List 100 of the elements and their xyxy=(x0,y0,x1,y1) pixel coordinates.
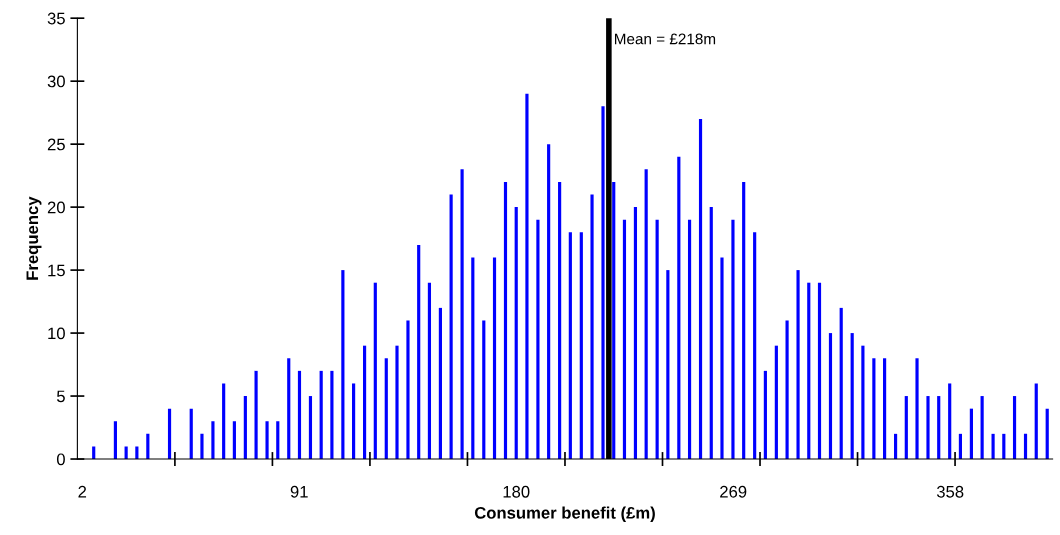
bar xyxy=(330,370,334,460)
bar xyxy=(1045,408,1049,460)
bar xyxy=(460,169,464,460)
ref-line-label: Mean = £218m xyxy=(614,33,716,45)
bar xyxy=(893,433,898,460)
bar xyxy=(492,257,497,460)
y-axis-title: Frequency xyxy=(26,196,42,280)
bar xyxy=(254,370,258,460)
bar xyxy=(113,421,117,460)
bar xyxy=(427,282,432,460)
bar xyxy=(622,219,627,460)
bar xyxy=(449,194,453,460)
bar xyxy=(297,370,302,460)
bar xyxy=(265,421,269,460)
bar xyxy=(1023,433,1028,460)
bar xyxy=(590,194,594,460)
bar xyxy=(644,169,648,460)
bar xyxy=(601,106,605,460)
bar xyxy=(243,396,247,460)
bar xyxy=(991,433,995,460)
bar xyxy=(287,358,291,460)
bar xyxy=(503,181,508,460)
bar xyxy=(969,408,973,460)
bar xyxy=(319,370,323,460)
y-tick-label: 35 xyxy=(47,12,65,25)
x-tick-label: 269 xyxy=(720,485,747,498)
bar xyxy=(1002,433,1006,460)
bar xyxy=(948,383,952,460)
bar xyxy=(872,358,876,460)
y-tick-label: 5 xyxy=(56,390,65,403)
y-tick-label: 10 xyxy=(48,327,65,340)
bar xyxy=(958,433,963,460)
y-tick-label: 20 xyxy=(47,201,65,214)
y-tick-label: 30 xyxy=(47,75,65,88)
bar xyxy=(146,433,150,460)
bar xyxy=(785,320,789,460)
bar xyxy=(731,219,735,460)
bar xyxy=(861,345,865,460)
bar xyxy=(406,320,410,460)
bar xyxy=(352,383,356,460)
bar xyxy=(666,270,670,460)
bar xyxy=(373,282,377,460)
bar xyxy=(384,358,388,460)
bar xyxy=(937,396,941,460)
bar xyxy=(92,446,96,460)
x-axis-title: Consumer benefit (£m) xyxy=(474,506,655,523)
bar xyxy=(579,232,583,460)
bar xyxy=(720,257,724,460)
bar xyxy=(796,270,800,460)
bar xyxy=(1034,383,1038,460)
y-tick-label: 0 xyxy=(56,453,65,466)
bar xyxy=(915,358,919,460)
bar xyxy=(482,320,486,460)
bar xyxy=(568,232,572,460)
bar xyxy=(514,207,518,460)
bar xyxy=(395,345,399,460)
bar xyxy=(742,181,746,460)
bar xyxy=(774,345,778,460)
bar xyxy=(308,396,313,460)
bar xyxy=(839,307,843,460)
bar xyxy=(612,181,616,460)
x-tick-label: 358 xyxy=(936,485,964,498)
bar xyxy=(200,433,204,460)
y-tick-label: 25 xyxy=(47,138,65,151)
bar xyxy=(980,396,984,460)
bar xyxy=(417,244,421,460)
bar xyxy=(687,219,692,460)
bar xyxy=(807,282,811,460)
x-tick-label: 91 xyxy=(290,485,308,498)
bar xyxy=(850,333,854,460)
bar xyxy=(536,219,540,460)
bar xyxy=(926,396,930,460)
bar xyxy=(547,144,551,460)
bar xyxy=(222,383,226,460)
bar xyxy=(189,408,193,460)
bar xyxy=(1012,396,1017,460)
bar xyxy=(698,118,703,460)
bar xyxy=(883,358,887,460)
bar xyxy=(362,345,367,460)
bar xyxy=(438,307,442,460)
bar xyxy=(232,421,236,460)
bar xyxy=(904,396,908,460)
bar xyxy=(753,232,757,460)
x-tick-label: 180 xyxy=(503,485,530,498)
bar xyxy=(655,219,659,460)
bar xyxy=(124,446,128,460)
bar xyxy=(828,333,833,460)
bar xyxy=(817,282,822,460)
bar xyxy=(525,93,529,460)
bar xyxy=(211,421,215,460)
bar xyxy=(167,408,172,460)
bar xyxy=(633,207,638,460)
bar xyxy=(135,446,139,460)
x-tick-label: 2 xyxy=(78,485,87,498)
bar xyxy=(558,181,562,460)
bar xyxy=(471,257,475,460)
bar xyxy=(763,370,767,460)
y-tick-label: 15 xyxy=(48,264,65,277)
bar xyxy=(677,156,681,460)
bar xyxy=(709,207,713,460)
